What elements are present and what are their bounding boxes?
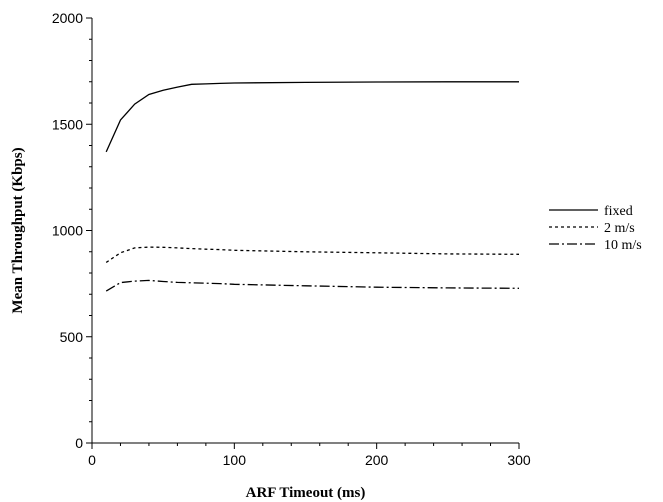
y-ticks: 0 500 1000 1500 2000 <box>52 10 92 451</box>
series-line-fixed <box>105 81 519 153</box>
series-lines <box>105 81 520 292</box>
y-tick-label: 2000 <box>52 10 83 26</box>
x-ticks: 0 100 200 300 <box>88 443 531 468</box>
y-tick-label: 0 <box>75 435 83 451</box>
legend-label-fixed: fixed <box>604 204 633 219</box>
x-tick-label: 0 <box>88 452 96 468</box>
x-tick-label: 200 <box>365 452 389 468</box>
legend-label-10-m-s: 10 m/s <box>604 238 642 253</box>
x-axis-label: ARF Timeout (ms) <box>246 485 366 501</box>
y-tick-label: 500 <box>60 329 84 345</box>
series-line-10-m-s <box>105 279 520 292</box>
y-tick-label: 1500 <box>52 116 83 132</box>
series-line-2-m-s <box>105 246 520 263</box>
x-tick-label: 300 <box>507 452 531 468</box>
y-axis-label: Mean Throughput (Kbps) <box>10 147 26 313</box>
y-tick-label: 1000 <box>52 223 83 239</box>
legend: fixed 2 m/s 10 m/s <box>549 204 642 253</box>
legend-label-2-m-s: 2 m/s <box>604 221 635 236</box>
x-tick-label: 100 <box>223 452 247 468</box>
